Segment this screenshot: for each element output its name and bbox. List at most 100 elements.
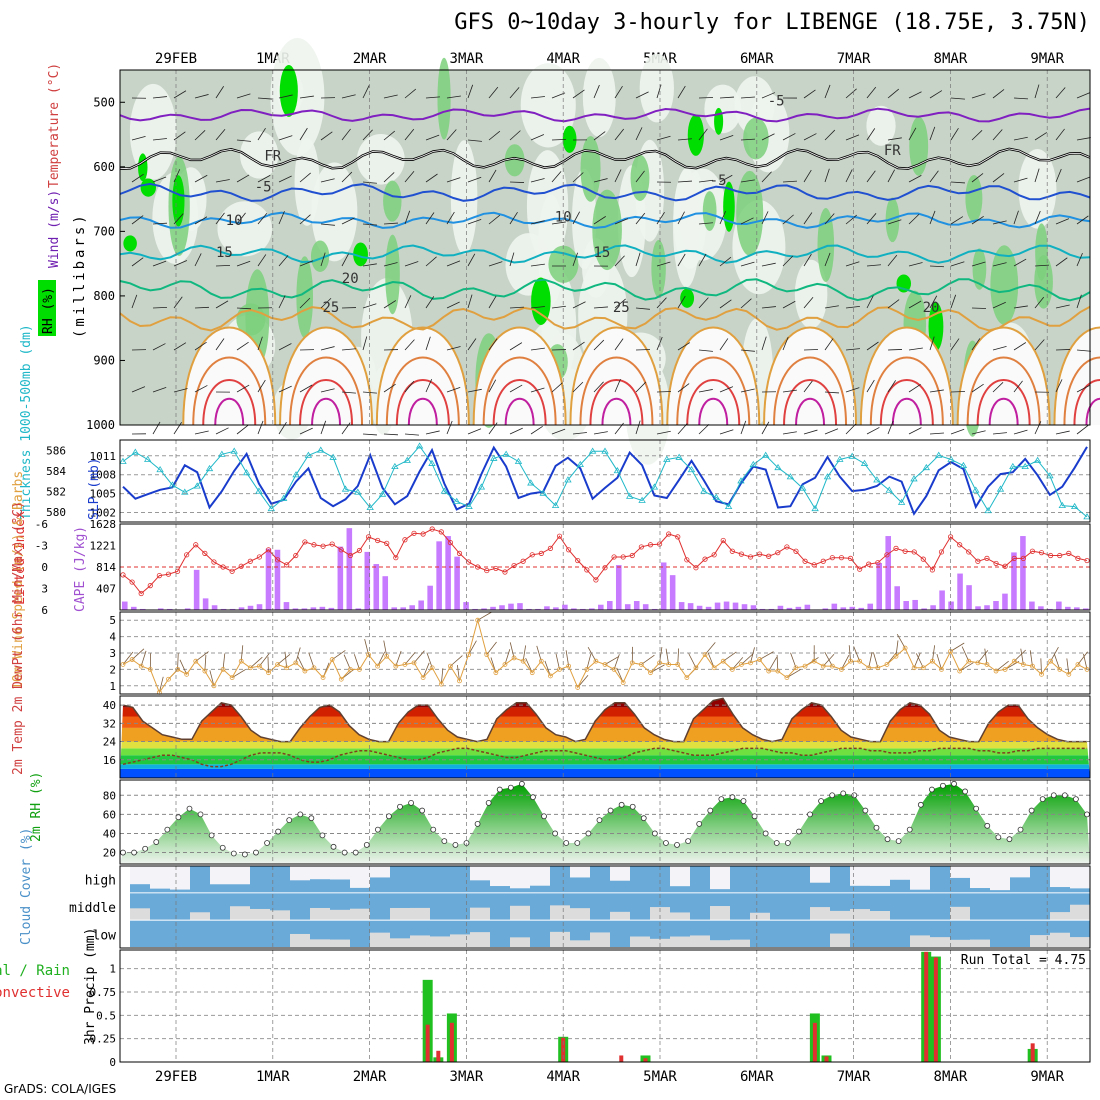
wind-barb bbox=[1034, 84, 1040, 99]
wind-barb bbox=[950, 181, 965, 184]
li-marker bbox=[375, 537, 381, 544]
li-marker bbox=[847, 555, 854, 562]
wind-barb bbox=[845, 134, 860, 141]
wind-barb bbox=[173, 90, 187, 99]
wind-barb bbox=[551, 138, 567, 141]
wind-barb bbox=[320, 223, 335, 226]
wind-speed-marker bbox=[557, 667, 562, 672]
wind-barb bbox=[362, 336, 368, 351]
rh-saturated-patch bbox=[123, 235, 137, 252]
cloud-fraction bbox=[970, 939, 990, 948]
wind-barb bbox=[236, 307, 251, 310]
wind-barb-10m bbox=[404, 652, 416, 665]
wind-barb-10m bbox=[504, 649, 511, 665]
page-title: GFS 0~10day 3-hourly for LIBENGE (18.75E… bbox=[454, 10, 1090, 35]
wind-speed-marker bbox=[266, 670, 271, 676]
wind-barb bbox=[152, 260, 167, 267]
cape-bar bbox=[265, 548, 272, 610]
wind-barb bbox=[425, 134, 440, 141]
wind-barb-10m bbox=[343, 654, 351, 670]
thickness-marker bbox=[1070, 502, 1079, 510]
cape-bar bbox=[355, 608, 362, 610]
rh-marker bbox=[1073, 796, 1079, 802]
wind-speed-marker bbox=[275, 662, 281, 667]
cape-bar bbox=[580, 608, 586, 610]
wind-barb bbox=[698, 253, 707, 267]
wind-tick: 1 bbox=[109, 680, 116, 693]
thickness-marker bbox=[601, 447, 609, 454]
isotherm-dome bbox=[1085, 397, 1100, 426]
wind-barb bbox=[572, 172, 584, 183]
thickness-marker bbox=[761, 451, 770, 458]
cloud-row-label: middle bbox=[69, 901, 116, 916]
wind-barb bbox=[152, 176, 167, 183]
li-marker bbox=[893, 545, 899, 551]
cloud-fraction bbox=[590, 932, 610, 948]
cape-bar bbox=[786, 607, 793, 610]
wind-barb-10m bbox=[704, 642, 716, 655]
wind-speed-marker bbox=[620, 680, 626, 685]
credit-text: GrADS: COLA/IGES bbox=[4, 1082, 117, 1096]
li-marker bbox=[729, 548, 735, 554]
wind-barb bbox=[803, 133, 817, 141]
li-marker bbox=[1084, 557, 1090, 564]
wind-barb-10m bbox=[1029, 650, 1033, 667]
wind-barb bbox=[173, 131, 186, 141]
wind-barb bbox=[740, 298, 752, 309]
date-label-top: 4MAR bbox=[546, 51, 580, 67]
wind-barb bbox=[803, 429, 818, 435]
rh-marker bbox=[341, 849, 348, 856]
li-marker bbox=[1066, 550, 1072, 556]
rh-dry-patch bbox=[526, 150, 569, 263]
wind-barb bbox=[677, 85, 686, 99]
wind-barb bbox=[236, 341, 249, 351]
cloud-fraction bbox=[370, 866, 390, 878]
wind-speed-marker bbox=[184, 671, 190, 677]
rh-moist-patch bbox=[965, 174, 983, 223]
wind-barb bbox=[908, 91, 922, 99]
rh-marker bbox=[1061, 792, 1068, 799]
wind-barb bbox=[740, 261, 755, 267]
cloud-row-label: high bbox=[85, 874, 116, 889]
wind-barb-10m bbox=[122, 651, 134, 665]
cape-bar bbox=[1083, 608, 1089, 610]
li-marker bbox=[120, 572, 126, 578]
wind-barb bbox=[614, 378, 621, 393]
wind-barb bbox=[593, 131, 606, 141]
li-marker bbox=[556, 533, 563, 539]
cape-bar bbox=[822, 608, 829, 610]
wind-barb bbox=[572, 341, 585, 351]
wind-barb bbox=[782, 214, 794, 225]
li-marker bbox=[502, 569, 508, 575]
wind-speed-marker bbox=[611, 667, 617, 672]
wind-barb bbox=[908, 127, 917, 141]
temp-tick: 40 bbox=[103, 699, 116, 712]
cape-bar bbox=[1065, 606, 1071, 610]
cloud-fraction bbox=[910, 935, 930, 948]
wind-barb bbox=[152, 386, 167, 393]
isotherm-dome bbox=[407, 397, 438, 426]
wind-barb-10m bbox=[468, 640, 477, 655]
wind-barb bbox=[698, 297, 709, 309]
cape-bar bbox=[633, 601, 640, 610]
cloud-fraction bbox=[310, 939, 330, 948]
rh-marker bbox=[386, 813, 392, 820]
wind-barb bbox=[257, 212, 268, 225]
wind-barb bbox=[215, 338, 225, 351]
cloud-fraction bbox=[1070, 937, 1090, 948]
thickness-marker bbox=[737, 477, 745, 484]
cape-bar bbox=[157, 608, 164, 610]
wind-speed-marker bbox=[320, 675, 326, 680]
wind-barb bbox=[257, 336, 263, 351]
wind-barb bbox=[1076, 176, 1091, 183]
rh-saturated-patch bbox=[279, 65, 298, 117]
li-marker bbox=[174, 568, 181, 574]
wind-barb-10m bbox=[353, 654, 360, 670]
wind-barb bbox=[593, 381, 604, 393]
isotherm-label: -5 bbox=[255, 179, 272, 195]
cape-bar bbox=[364, 551, 371, 610]
wind-speed-marker bbox=[957, 668, 963, 674]
wind-barb bbox=[929, 432, 944, 435]
wind-barb bbox=[488, 214, 501, 225]
cloud-fraction bbox=[970, 866, 990, 889]
